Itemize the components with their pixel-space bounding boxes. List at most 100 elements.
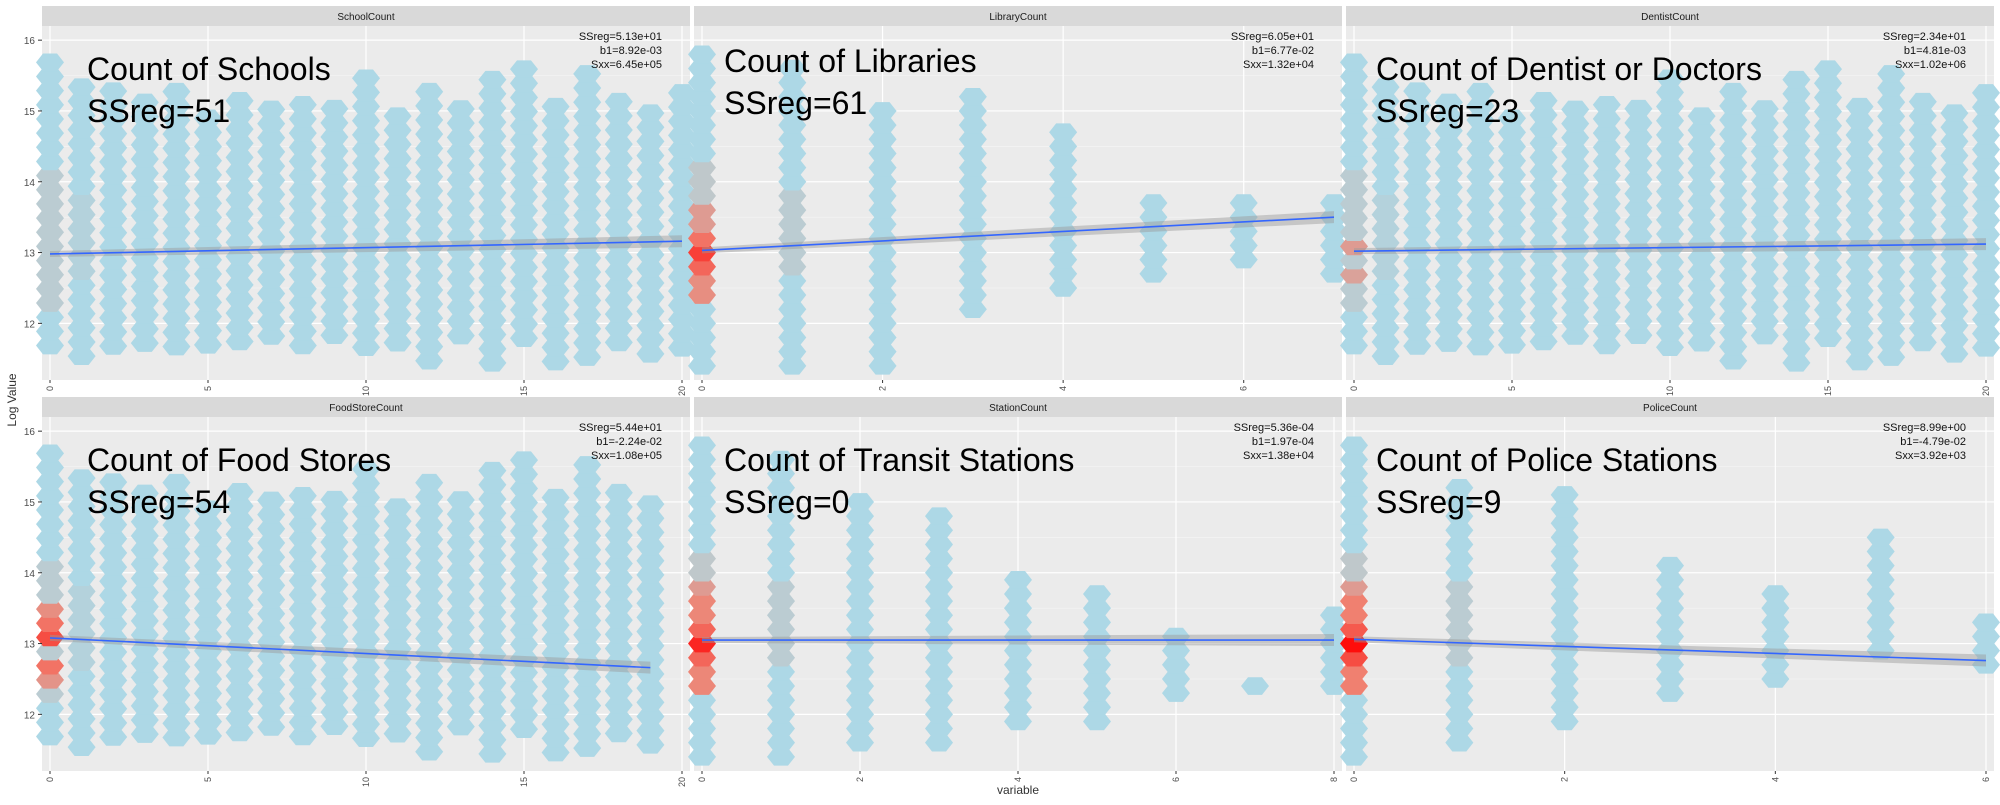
hexbin-cell: [1719, 224, 1748, 243]
hexbin-cell: [257, 604, 286, 623]
hexbin-cell: [688, 592, 716, 610]
hexbin-cell: [573, 192, 602, 211]
regression-line: [701, 216, 1335, 252]
hexbin-cell: [636, 203, 665, 222]
hexbin-cell: [1371, 219, 1400, 238]
hexbin-cell: [846, 493, 874, 511]
hexbin-cell: [288, 614, 317, 632]
hexbin-cell: [573, 277, 602, 296]
hexbin-cell: [320, 505, 349, 523]
hexbin-cell: [1877, 305, 1906, 324]
hexbin-cell: [1403, 308, 1432, 327]
hexbin-cell: [604, 107, 633, 125]
hexbin-cell: [573, 178, 602, 196]
hexbin-cell: [604, 177, 633, 196]
hexbin-cell: [778, 272, 807, 290]
hexbin-cell: [478, 297, 507, 315]
hexbin-cell: [320, 283, 349, 302]
hexbin-cell: [1719, 196, 1748, 214]
hexbin-cell: [767, 549, 795, 568]
hexbin-cell: [1592, 294, 1621, 312]
hexbin-cell: [383, 668, 412, 686]
hexbin-cell: [688, 229, 716, 248]
hexbin-cell: [1972, 627, 2000, 646]
hexbin-cell: [352, 310, 380, 328]
hexbin-cell: [130, 136, 159, 154]
hexbin-cell: [1877, 277, 1906, 296]
hexbin-cell: [688, 215, 716, 234]
hexbin-cell: [225, 539, 254, 558]
hexbin-cell: [541, 324, 570, 343]
hexbin-cell: [415, 728, 444, 747]
hexbin-cell: [383, 305, 412, 324]
hexbin-cell: [352, 225, 380, 243]
hexbin-cell: [1719, 281, 1748, 299]
hexbin-cell: [1466, 182, 1495, 200]
hexbin-cell: [1371, 234, 1400, 252]
hexbin-cell: [99, 96, 128, 115]
hexbin-cell: [1340, 96, 1368, 114]
hexbin-cell: [446, 491, 475, 509]
hexbin-cell: [778, 73, 807, 92]
hexbin-cell: [1972, 183, 2000, 201]
hexbin-cell: [573, 484, 602, 502]
hexbin-cell: [194, 656, 222, 674]
hexbin-cell: [1529, 219, 1558, 238]
hexbin-cell: [958, 130, 987, 149]
hexbin-cell: [1592, 265, 1621, 284]
hexbin-cell: [1049, 194, 1078, 212]
hexbin-cell: [1139, 194, 1168, 212]
hexbin-cell: [1403, 96, 1432, 115]
hexbin-cell: [162, 309, 191, 328]
hexbin-cell: [868, 187, 897, 205]
hexbin-cell: [383, 583, 412, 601]
hexbin-cell: [320, 298, 349, 316]
hexbin-cell: [541, 281, 570, 300]
hexbin-cell: [99, 252, 128, 270]
hexbin-cell: [573, 470, 602, 488]
hexbin-cell: [257, 313, 286, 331]
hexbin-cell: [1687, 319, 1716, 338]
hexbin-cell: [383, 639, 412, 658]
hexbin-cell: [1049, 279, 1078, 297]
hexbin-cell: [604, 276, 633, 295]
hexbin-cell: [36, 571, 64, 590]
hexbin-cell: [636, 118, 665, 137]
hexbin-cell: [868, 272, 897, 290]
hexbin-cell: [446, 128, 475, 147]
hexbin-cell: [99, 138, 128, 157]
hexbin-cell: [1624, 199, 1653, 217]
hexbin-cell: [688, 648, 716, 667]
hexbin-cell: [1466, 210, 1495, 228]
hexbin-cell: [1656, 599, 1684, 617]
hexbin-cell: [225, 582, 254, 600]
hexbin-cell: [257, 228, 286, 246]
hexbin-cell: [1687, 291, 1716, 309]
hexbin-cell: [1877, 178, 1906, 196]
hexbin-cell: [510, 131, 538, 149]
hexbin-cell: [1340, 549, 1368, 568]
hexbin-cell: [130, 711, 159, 729]
hexbin-cell: [1550, 656, 1579, 674]
facet-strip: [1346, 397, 1994, 417]
hexbin-cell: [1972, 613, 2000, 632]
hexbin-cell: [688, 464, 716, 483]
hexbin-cell: [99, 294, 128, 313]
hexbin-cell: [478, 490, 507, 508]
hexbin-cell: [1371, 120, 1400, 139]
hexbin-cell: [1814, 102, 1842, 121]
hexbin-cell: [778, 201, 807, 219]
hexbin-cell: [958, 187, 987, 205]
hexbin-cell: [1371, 276, 1400, 295]
hexbin-cell: [67, 163, 96, 181]
hexbin-cell: [573, 93, 602, 111]
hexbin-cell: [868, 130, 897, 149]
hexbin-cell: [1162, 670, 1190, 688]
hexbin-cell: [1049, 123, 1078, 141]
hexbin-cell: [446, 533, 475, 552]
regression-stat: Sxx=1.32e+04: [1243, 59, 1314, 71]
hexbin-cell: [1083, 585, 1111, 603]
hexbin-cell: [541, 140, 570, 158]
hexbin-cell: [352, 168, 380, 187]
x-tick-label: 0: [1349, 386, 1359, 391]
